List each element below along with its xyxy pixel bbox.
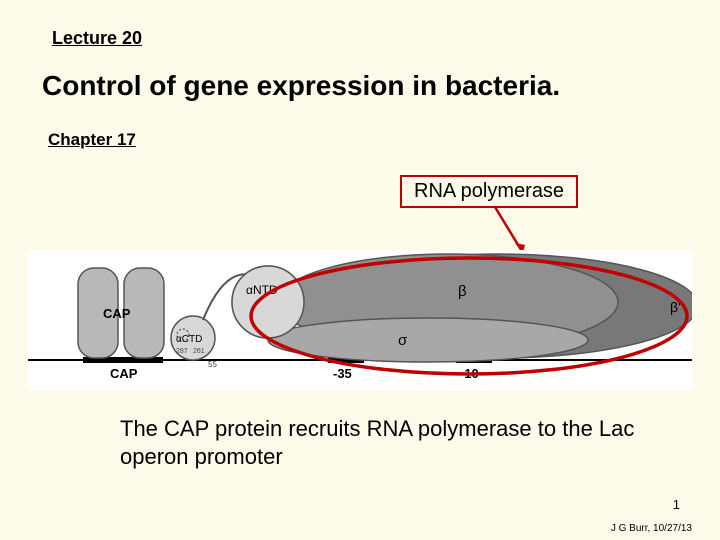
page-number: 1 <box>673 497 680 512</box>
minus10-text: -10 <box>460 366 479 381</box>
chapter-label: Chapter 17 <box>48 130 136 150</box>
beta-prime-label: β' <box>670 299 681 315</box>
sigma-label: σ <box>398 332 408 349</box>
protein-diagram: CAP -35 -10 CAP αCTD 287 261 55 αNTD β' … <box>28 250 692 390</box>
rna-polymerase-label: RNA polymerase <box>414 180 564 202</box>
lecture-label: Lecture 20 <box>52 28 142 49</box>
rna-polymerase-label-box: RNA polymerase <box>400 175 578 208</box>
cap-label: CAP <box>103 306 131 321</box>
footer-credit: J G Burr, 10/27/13 <box>611 523 692 534</box>
arrow-to-diagram <box>475 205 535 255</box>
figure-caption: The CAP protein recruits RNA polymerase … <box>120 415 640 470</box>
num287: 287 <box>176 348 188 355</box>
num55: 55 <box>208 360 217 369</box>
cap-site-text: CAP <box>110 366 138 381</box>
svg-text:αNTD: αNTD <box>246 283 278 297</box>
beta-label: β <box>458 283 467 300</box>
minus35-text: -35 <box>333 366 352 381</box>
page-title: Control of gene expression in bacteria. <box>42 70 560 102</box>
alpha-ctd-label: αCTD <box>176 334 202 345</box>
num261: 261 <box>193 348 205 355</box>
